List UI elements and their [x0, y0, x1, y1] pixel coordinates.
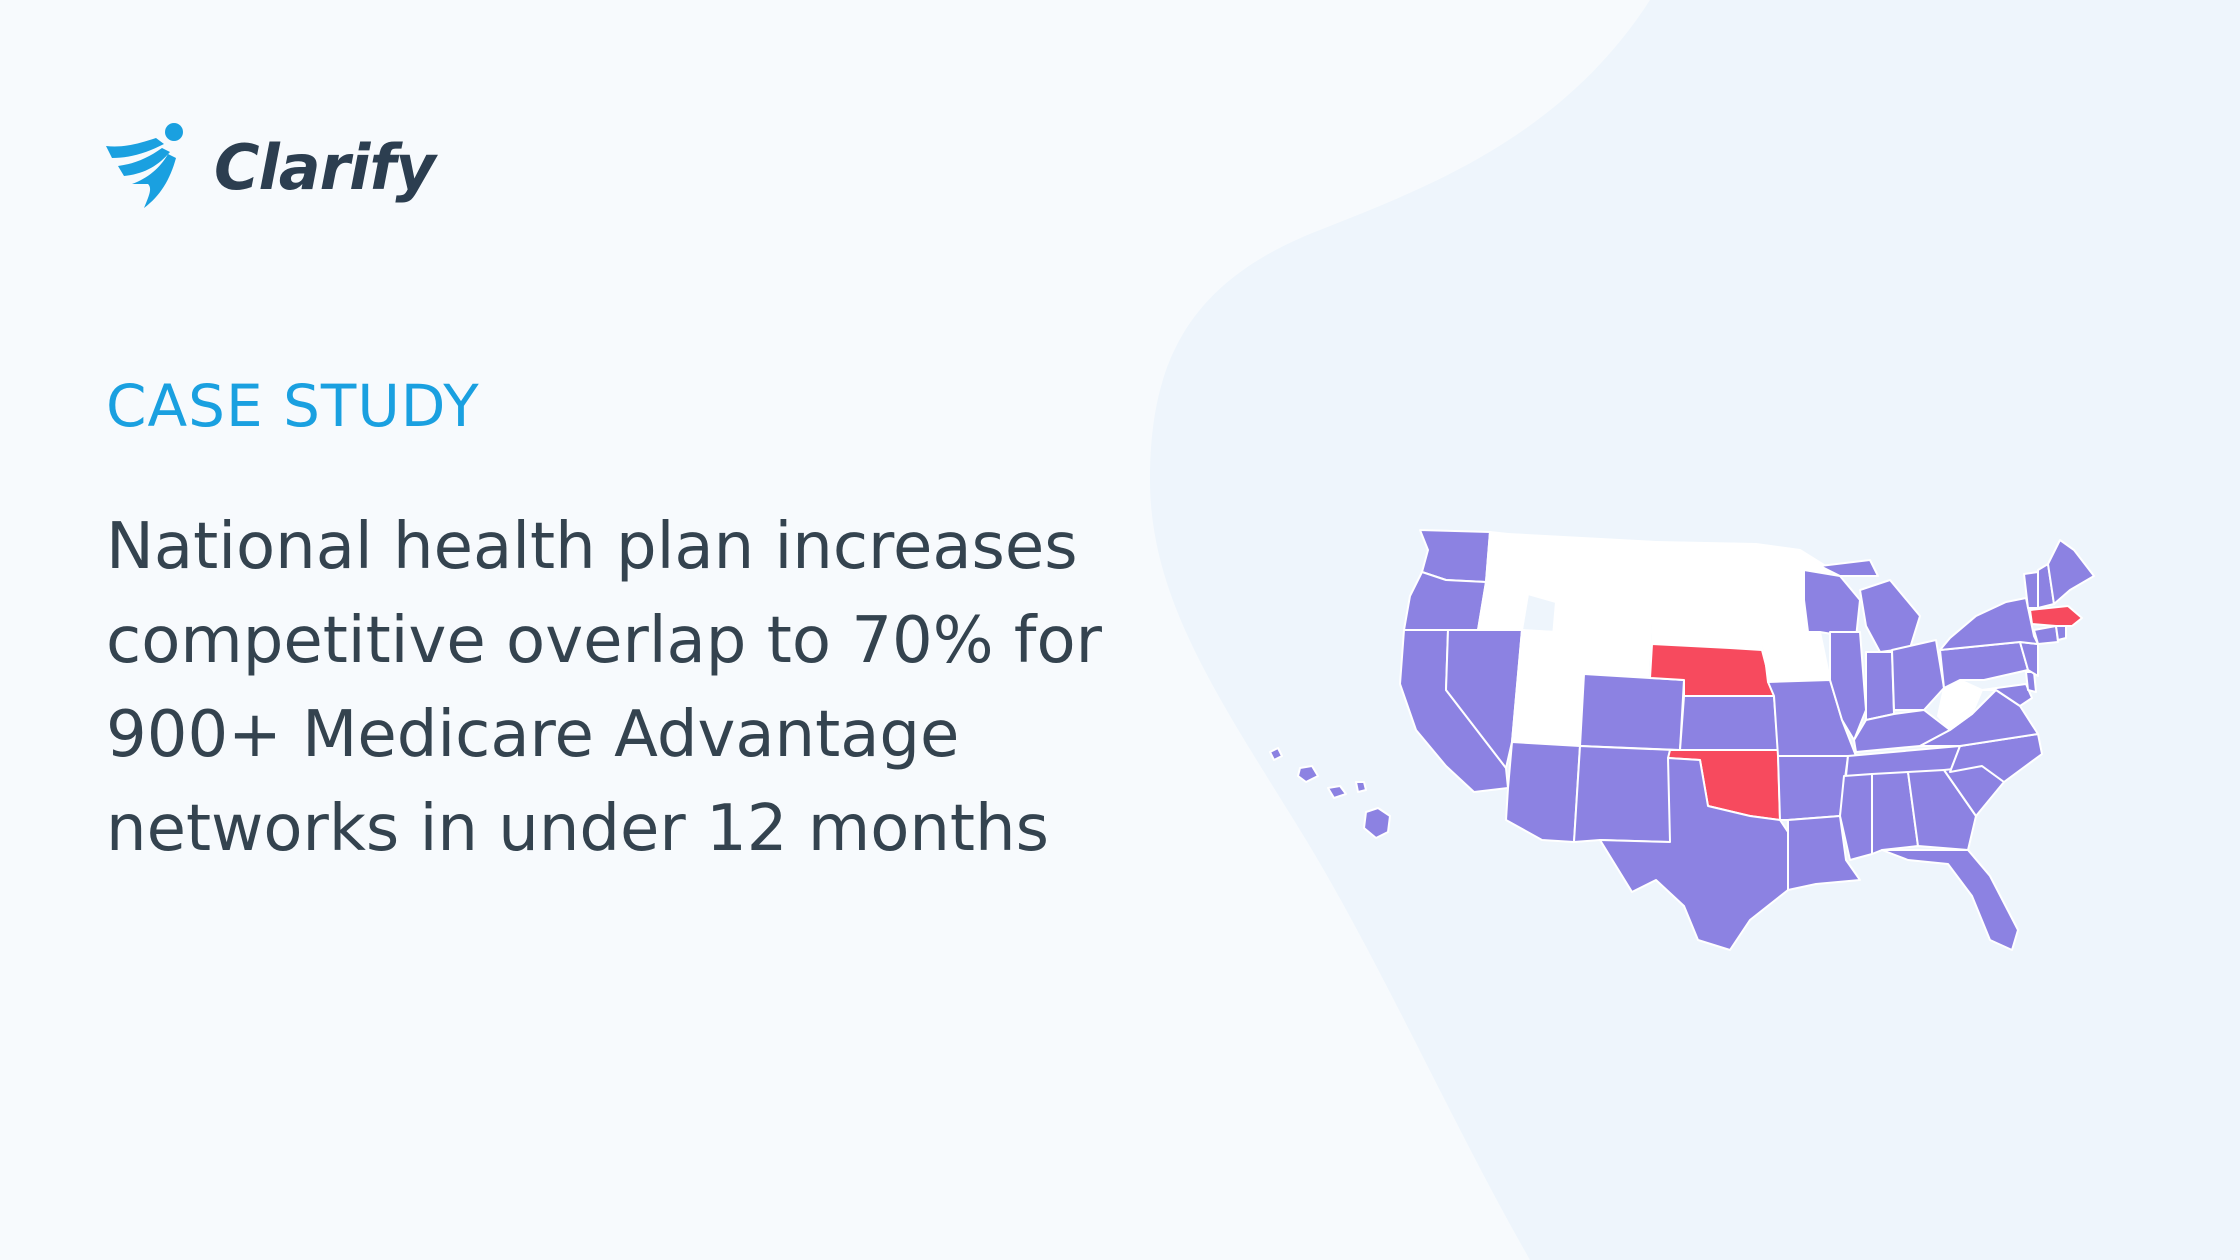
state-ny	[1939, 597, 2039, 651]
state-al	[1871, 771, 1919, 855]
state-or	[1403, 571, 1487, 631]
state-wi	[1803, 569, 1861, 639]
state-ar	[1777, 755, 1849, 821]
state-ky	[1853, 709, 1951, 753]
clarify-logo[interactable]: Clarify	[104, 122, 436, 212]
state-in	[1865, 651, 1895, 721]
state-ri	[2055, 625, 2067, 641]
state-az	[1505, 741, 1581, 843]
headline-line: 900+ Medicare Advantage	[106, 698, 960, 772]
state-md	[1981, 683, 2033, 707]
state-nm	[1573, 745, 1675, 843]
state-sd	[1651, 595, 1763, 651]
state-mt	[1507, 533, 1657, 607]
clarify-figure-icon	[106, 123, 183, 208]
state-fl	[1881, 849, 2019, 951]
headline-line: competitive overlap to 70% for	[106, 604, 1102, 678]
state-me	[2047, 539, 2095, 605]
state-tx	[1599, 757, 1789, 951]
eyebrow-label: CASE STUDY	[106, 372, 480, 440]
state-ct	[2033, 625, 2059, 645]
state-oh	[1891, 639, 1945, 711]
state-nd	[1653, 541, 1761, 599]
state-ks	[1679, 695, 1779, 751]
headline-line: networks in under 12 months	[106, 792, 1049, 866]
state-ms	[1839, 773, 1873, 861]
state-co	[1579, 673, 1685, 751]
state-ia	[1761, 631, 1831, 683]
page-title: National health plan increases competiti…	[106, 500, 1166, 876]
state-ma	[2029, 605, 2083, 627]
state-wy	[1549, 601, 1653, 677]
state-hi	[1363, 807, 1391, 839]
us-coverage-map	[1269, 529, 2095, 951]
brand-name: Clarify	[214, 130, 436, 204]
state-ga	[1907, 769, 1977, 851]
headline-line: National health plan increases	[106, 510, 1078, 584]
state-ak	[1269, 747, 1367, 799]
